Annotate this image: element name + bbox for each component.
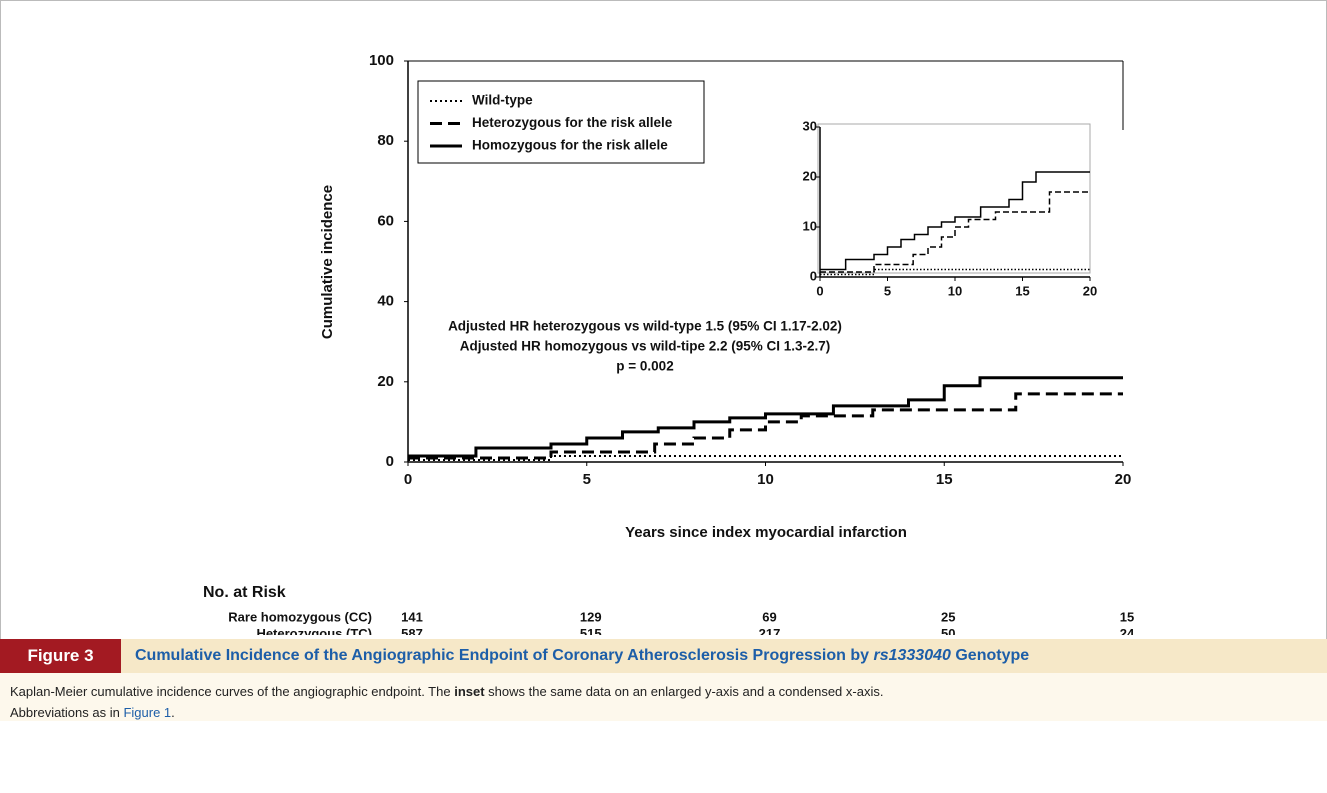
- annotation: Adjusted HR heterozygous vs wild-type 1.…: [448, 319, 842, 334]
- y-tick-label: 60: [377, 212, 394, 229]
- caption-body: Kaplan-Meier cumulative incidence curves…: [0, 673, 1327, 721]
- x-tick-label: 20: [1115, 471, 1132, 488]
- step-line: [408, 454, 1123, 461]
- title-part: Cumulative Incidence of the Angiographic…: [135, 647, 874, 664]
- y-tick-label: 20: [377, 373, 394, 390]
- legend-label: Wild-type: [472, 93, 533, 108]
- chart: Cumulative incidence Years since index m…: [203, 52, 1135, 635]
- caption-line: Kaplan-Meier cumulative incidence curves…: [10, 681, 1317, 702]
- risk-row-label: Heterozygous (TC): [256, 626, 372, 635]
- step-line: [820, 191, 1090, 273]
- caption-text: Kaplan-Meier cumulative incidence curves…: [10, 684, 455, 699]
- step-line: [820, 171, 1090, 271]
- x-tick-label: 15: [1015, 283, 1029, 298]
- figure-title: Cumulative Incidence of the Angiographic…: [135, 647, 1029, 665]
- x-tick-label: 5: [583, 471, 591, 488]
- y-tick-label: 0: [810, 268, 817, 283]
- caption-text: Abbreviations as in: [10, 705, 124, 720]
- x-axis-title: Years since index myocardial infarction: [625, 524, 907, 541]
- x-tick-label: 5: [884, 283, 891, 298]
- risk-value: 141: [401, 609, 423, 624]
- y-tick-label: 10: [803, 218, 817, 233]
- caption-text: .: [171, 705, 175, 720]
- risk-value: 69: [762, 609, 776, 624]
- title-part: rs1333040: [873, 647, 951, 664]
- title-part: Genotype: [950, 647, 1030, 664]
- risk-value: 129: [580, 609, 602, 624]
- x-tick-label: 10: [757, 471, 774, 488]
- x-tick-label: 20: [1083, 283, 1097, 298]
- y-axis-title: Cumulative incidence: [319, 185, 336, 339]
- caption-text: shows the same data on an enlarged y-axi…: [484, 684, 884, 699]
- risk-value: 15: [1120, 609, 1134, 624]
- x-tick-label: 0: [816, 283, 823, 298]
- annotation: Adjusted HR homozygous vs wild-tipe 2.2 …: [460, 339, 831, 354]
- y-tick-label: 100: [369, 52, 394, 69]
- caption-text: inset: [454, 684, 485, 699]
- step-line: [408, 392, 1123, 460]
- risk-value: 24: [1120, 626, 1135, 635]
- x-tick-label: 0: [404, 471, 412, 488]
- annotation: p = 0.002: [616, 359, 673, 374]
- risk-value: 587: [401, 626, 423, 635]
- legend-label: Homozygous for the risk allele: [472, 138, 668, 153]
- step-line: [408, 376, 1123, 458]
- risk-value: 515: [580, 626, 602, 635]
- figure-link[interactable]: Figure 1: [123, 705, 172, 720]
- y-tick-label: 0: [386, 453, 394, 470]
- inset-box: [817, 123, 1091, 274]
- y-tick-label: 80: [377, 132, 394, 149]
- risk-value: 217: [759, 626, 781, 635]
- caption-band: Figure 3 Cumulative Incidence of the Ang…: [0, 639, 1327, 673]
- legend-label: Heterozygous for the risk allele: [472, 115, 673, 130]
- risk-row-label: Rare homozygous (CC): [228, 609, 372, 624]
- y-tick-label: 30: [803, 118, 817, 133]
- y-tick-label: 20: [803, 168, 817, 183]
- risk-table-title: No. at Risk: [203, 584, 286, 601]
- figure-label: Figure 3: [0, 639, 121, 673]
- y-tick-label: 40: [377, 293, 394, 310]
- legend-box: [417, 80, 705, 164]
- risk-value: 25: [941, 609, 955, 624]
- risk-value: 50: [941, 626, 955, 635]
- caption-line: Abbreviations as in Figure 1.: [10, 702, 1317, 723]
- x-tick-label: 10: [948, 283, 962, 298]
- x-tick-label: 15: [936, 471, 953, 488]
